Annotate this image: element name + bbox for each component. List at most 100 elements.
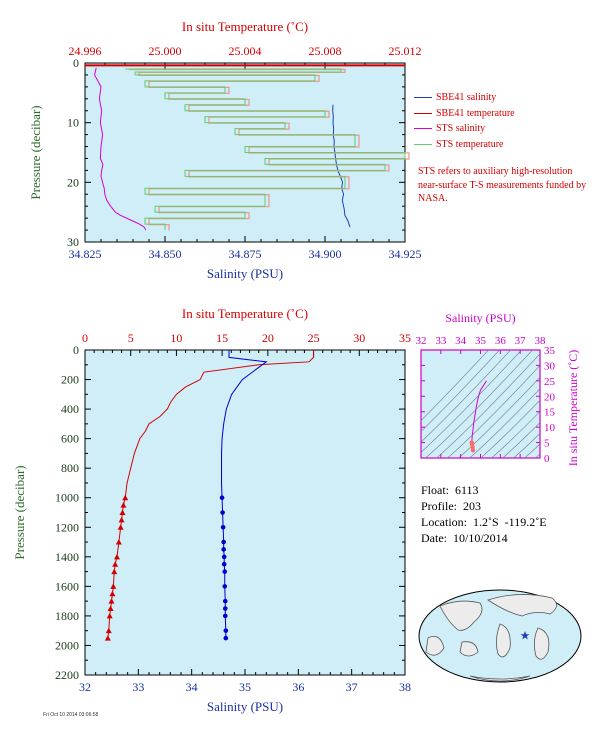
ts-temperature-tick-label: 20	[544, 391, 556, 403]
legend-line-sbe41-salinity	[414, 97, 432, 99]
ts-temperature-tick-label: 35	[544, 345, 556, 357]
pressure-tick-label: 1600	[55, 579, 79, 593]
temperature-tick-label: 30	[353, 331, 365, 345]
ts-salinity-tick-label: 33	[435, 335, 447, 347]
ts-temperature-tick-label: 10	[544, 422, 556, 434]
pressure-tick-label: 1800	[55, 609, 79, 623]
density-contour	[458, 376, 540, 458]
salinity-tick-label: 34.900	[309, 247, 342, 261]
ts-salinity-tick-label: 37	[515, 335, 527, 347]
pressure-tick-label: 20	[67, 175, 79, 189]
salinity-point	[223, 635, 229, 641]
pressure-tick-label: 2200	[55, 668, 79, 682]
pressure-tick-label: 10	[67, 116, 79, 130]
legend-line-sts-salinity	[414, 128, 432, 130]
map-landmass	[459, 641, 479, 657]
temperature-point	[122, 494, 129, 501]
pressure-axis-label: Pressure (decibar)	[28, 105, 43, 199]
ts-temperature-tick-label: 25	[544, 376, 556, 388]
salinity-tick-label: 32	[79, 680, 91, 694]
temperature-point	[119, 509, 126, 515]
float-location-star	[520, 631, 530, 640]
temperature-tick-label: 25.008	[309, 44, 342, 58]
map-landmass	[439, 600, 483, 631]
date: Date: 10/10/2014	[421, 531, 508, 545]
temperature-point	[104, 635, 111, 641]
legend-label: STS salinity	[436, 123, 486, 135]
legend-line-sbe41-temperature	[414, 112, 432, 114]
temperature-point	[120, 502, 127, 508]
map-landmass	[487, 594, 557, 617]
salinity-point	[220, 510, 225, 515]
ts-salinity-tick-label: 34	[455, 335, 467, 347]
temperature-point	[115, 539, 122, 545]
salinity-point	[219, 495, 225, 501]
ts-temperature-tick-label: 0	[544, 453, 550, 465]
pressure-tick-label: 1200	[55, 520, 79, 534]
salinity-axis-label: Salinity (PSU)	[207, 266, 283, 281]
temperature-point	[106, 612, 113, 619]
pressure-tick-label: 0	[73, 343, 79, 357]
ts-salinity-axis-label: Salinity (PSU)	[445, 311, 515, 325]
temperature-point	[111, 568, 118, 575]
salinity-point	[223, 628, 229, 633]
legend-line-sts-temperature	[414, 143, 432, 145]
legend-item-sbe41-temperature: SBE41 temperature	[414, 106, 515, 122]
top-legend: SBE41 salinity SBE41 temperature STS sal…	[414, 90, 515, 152]
map-landmass	[496, 623, 511, 658]
salinity-point	[221, 554, 227, 560]
salinity-tick-label: 34.850	[149, 247, 182, 261]
density-contour	[436, 353, 540, 458]
temperature-point	[105, 627, 112, 634]
salinity-point	[220, 524, 226, 530]
temperature-tick-label: 5	[128, 331, 134, 345]
temperature-tick-label: 0	[82, 331, 88, 345]
location: Location: 1.2˚S -119.2˚E	[421, 515, 547, 529]
legend-item-sbe41-salinity: SBE41 salinity	[414, 90, 515, 106]
salinity-point	[221, 547, 226, 552]
pressure-axis-label: Pressure (decibar)	[12, 465, 27, 559]
footer-timestamp: Fri Oct 10 2014 03:06:58	[43, 712, 99, 718]
salinity-point	[222, 569, 228, 574]
temperature-point	[112, 561, 119, 567]
legend-label: SBE41 salinity	[436, 92, 497, 104]
salinity-tick-label: 34	[186, 680, 198, 694]
temperature-point	[109, 590, 116, 597]
temperature-axis-label: In situ Temperature (˚C)	[182, 19, 308, 34]
temperature-tick-label: 25.004	[229, 44, 262, 58]
legend-item-sts-temperature: STS temperature	[414, 137, 515, 153]
sts-note: STS refers to auxiliary high-resolution …	[418, 166, 587, 204]
temperature-tick-label: 24.996	[69, 44, 102, 58]
salinity-tick-label: 33	[132, 680, 144, 694]
salinity-point	[222, 613, 228, 619]
float-info: Float: 6113 Profile: 203 Location: 1.2˚S…	[421, 482, 547, 546]
sbe41-salinity-trace	[332, 104, 351, 228]
sts-temperature-shadow-trace	[129, 68, 410, 231]
salinity-tick-label: 34.825	[69, 247, 102, 261]
temperature-point	[110, 583, 117, 589]
salinity-tick-label: 37	[346, 680, 358, 694]
ts-plot-area	[420, 349, 541, 459]
sts-temperature-trace	[125, 68, 406, 231]
salinity-point	[222, 598, 228, 604]
sts-salinity-trace	[94, 67, 147, 231]
pressure-tick-label: 1400	[55, 550, 79, 564]
density-contour	[421, 350, 511, 443]
density-contour	[480, 399, 540, 458]
density-contour	[421, 350, 522, 453]
legend-item-sts-salinity: STS salinity	[414, 121, 515, 137]
ts-salinity-tick-label: 36	[495, 335, 507, 347]
salinity-point	[222, 584, 228, 589]
legend-label: SBE41 temperature	[436, 107, 515, 119]
pressure-tick-label: 1000	[55, 491, 79, 505]
ts-salinity-tick-label: 32	[416, 335, 427, 347]
temperature-point	[118, 516, 125, 523]
ts-point	[470, 448, 476, 453]
salinity-point	[222, 606, 228, 611]
ts-salinity-tick-label: 35	[475, 335, 487, 347]
pressure-tick-label: 2000	[55, 638, 79, 652]
temperature-tick-label: 20	[262, 331, 274, 345]
temperature-point	[117, 524, 124, 530]
pressure-tick-label: 600	[61, 432, 79, 446]
density-contour	[513, 432, 540, 458]
